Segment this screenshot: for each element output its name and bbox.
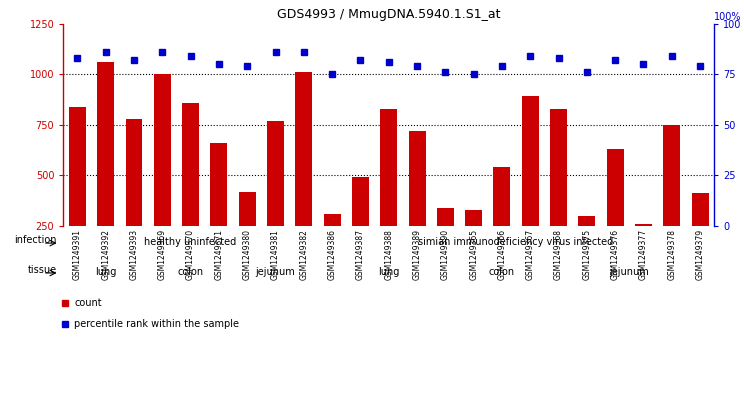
Bar bbox=[352, 177, 369, 277]
Text: lung: lung bbox=[95, 266, 116, 277]
Bar bbox=[97, 62, 114, 277]
Bar bbox=[239, 191, 256, 277]
Text: colon: colon bbox=[489, 266, 515, 277]
Bar bbox=[408, 131, 426, 277]
Bar bbox=[380, 108, 397, 277]
Bar bbox=[437, 208, 454, 277]
Bar bbox=[69, 107, 86, 277]
Bar bbox=[126, 119, 143, 277]
Bar bbox=[578, 216, 595, 277]
Bar bbox=[692, 193, 708, 277]
Text: count: count bbox=[74, 298, 102, 308]
Bar bbox=[550, 108, 567, 277]
Text: jejunum: jejunum bbox=[256, 266, 295, 277]
Text: tissue: tissue bbox=[28, 265, 57, 275]
Bar bbox=[465, 210, 482, 277]
Bar bbox=[324, 214, 341, 277]
Text: infection: infection bbox=[14, 235, 57, 245]
Text: lung: lung bbox=[378, 266, 400, 277]
Text: colon: colon bbox=[178, 266, 204, 277]
Text: simian immunodeficiency virus infected: simian immunodeficiency virus infected bbox=[418, 237, 614, 247]
Bar bbox=[211, 143, 228, 277]
Text: jejunum: jejunum bbox=[609, 266, 650, 277]
Bar bbox=[635, 224, 652, 277]
Bar bbox=[295, 72, 312, 277]
Bar bbox=[664, 125, 680, 277]
Bar bbox=[154, 74, 171, 277]
Bar bbox=[606, 149, 623, 277]
Bar bbox=[182, 103, 199, 277]
Title: GDS4993 / MmugDNA.5940.1.S1_at: GDS4993 / MmugDNA.5940.1.S1_at bbox=[277, 8, 501, 21]
Text: 100%: 100% bbox=[714, 11, 742, 22]
Text: percentile rank within the sample: percentile rank within the sample bbox=[74, 319, 240, 329]
Bar bbox=[267, 121, 284, 277]
Bar bbox=[493, 167, 510, 277]
Text: healthy uninfected: healthy uninfected bbox=[144, 237, 237, 247]
Bar bbox=[522, 96, 539, 277]
